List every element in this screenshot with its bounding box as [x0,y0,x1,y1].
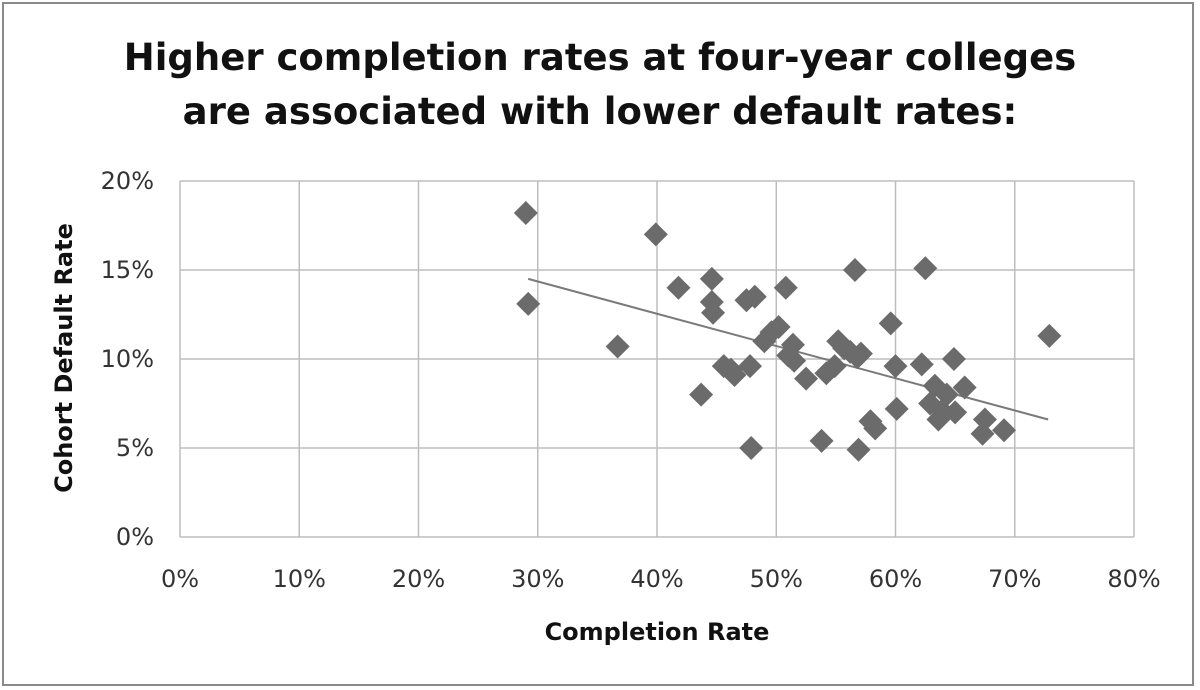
data-point [739,436,764,460]
x-tick-label: 50% [750,565,803,593]
data-point [782,348,807,373]
data-point [846,437,871,462]
chart-title-line-2: are associated with lower default rates: [183,90,1018,133]
data-point [934,382,959,407]
y-tick-label: 20% [101,167,154,195]
data-point [643,222,668,247]
data-point [883,354,908,379]
data-point [822,354,847,379]
data-point [773,275,798,300]
y-axis-label: Cohort Default Rate [50,223,78,493]
data-point [516,291,541,316]
data-point [689,382,714,407]
y-tick-label: 5% [116,434,154,462]
data-point [699,266,724,291]
data-point [742,284,767,309]
data-point [909,352,934,377]
y-tick-labels: 0% 5% 10% 15% 20% [101,167,154,551]
data-point [766,314,791,339]
data-point [666,275,691,300]
data-point [1037,323,1062,348]
y-tick-label: 15% [101,256,154,284]
data-point [809,428,834,453]
y-tick-label: 10% [101,345,154,373]
data-point [863,416,888,441]
data-point [701,300,726,325]
data-point [605,334,630,359]
data-point [941,347,966,371]
data-point [913,256,938,281]
x-tick-label: 10% [273,565,326,593]
x-tick-label: 40% [630,565,683,593]
x-tick-labels: 0% 10% 20% 30% 40% 50% 60% 70% 80% [161,565,1161,593]
x-tick-label: 0% [161,565,199,593]
data-point [943,400,968,425]
data-point [794,366,819,391]
data-points [513,201,1062,462]
x-tick-label: 30% [511,565,564,593]
x-tick-label: 20% [392,565,445,593]
data-point [884,396,909,421]
data-point [952,375,977,400]
chart-title-line-1: Higher completion rates at four-year col… [124,36,1077,79]
data-point [513,201,538,226]
x-tick-label: 80% [1107,565,1160,593]
data-point [848,341,873,366]
y-tick-label: 0% [116,523,154,551]
data-point [972,407,997,432]
x-tick-label: 70% [988,565,1041,593]
data-point [842,258,867,282]
gridlines [179,180,1135,538]
data-point [878,311,903,336]
data-point [992,418,1017,443]
data-point [722,363,747,388]
data-point [738,354,763,379]
x-tick-label: 60% [869,565,922,593]
data-point [780,332,805,357]
x-axis-label: Completion Rate [545,618,770,646]
